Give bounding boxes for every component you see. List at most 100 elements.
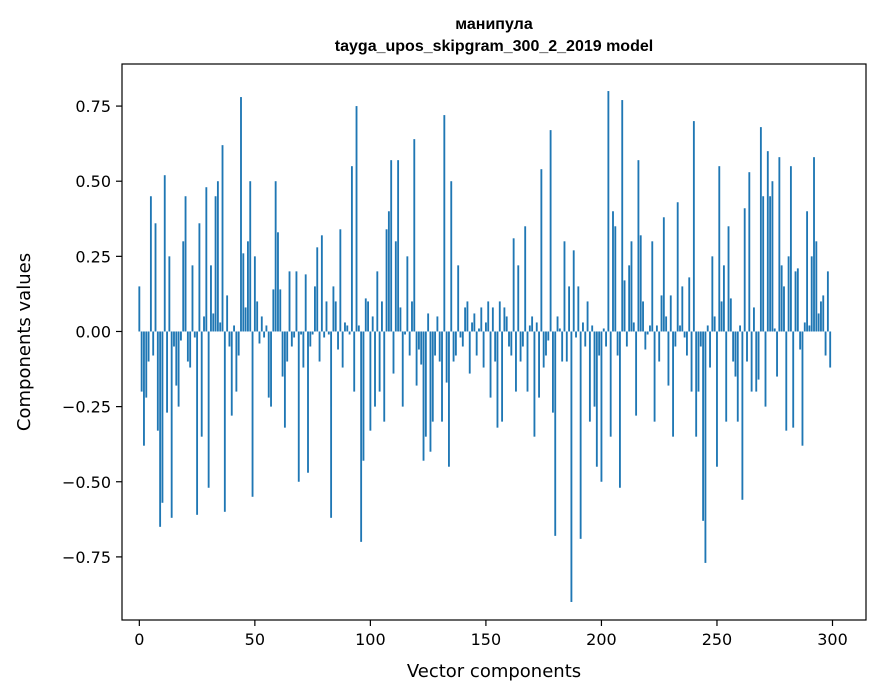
- bar-component-49: [251, 331, 254, 497]
- bar-component-252: [720, 301, 723, 332]
- bar-component-23: [191, 265, 194, 332]
- bar-component-278: [780, 265, 783, 332]
- y-tick-label: 0.00: [75, 322, 111, 341]
- x-tick-label: 250: [702, 630, 733, 649]
- bar-component-251: [718, 166, 721, 332]
- bar-component-72: [304, 274, 307, 332]
- bar-component-161: [510, 331, 513, 356]
- bar-component-31: [210, 265, 212, 332]
- bar-component-164: [517, 265, 520, 332]
- bar-component-137: [454, 331, 457, 356]
- bar-component-155: [496, 331, 499, 428]
- bar-component-221: [649, 325, 651, 332]
- bar-component-222: [651, 241, 654, 332]
- bar-component-76: [314, 286, 316, 332]
- bar-component-54: [263, 331, 266, 338]
- bar-component-242: [697, 331, 700, 392]
- bar-component-277: [778, 157, 781, 332]
- bar-component-190: [577, 286, 580, 332]
- bar-component-215: [635, 331, 638, 416]
- bar-component-65: [288, 271, 291, 332]
- bar-component-203: [607, 91, 610, 332]
- bar-component-52: [258, 331, 261, 344]
- bar-component-227: [662, 217, 665, 332]
- bar-component-63: [283, 331, 286, 428]
- bar-component-45: [242, 253, 245, 332]
- bar-component-120: [415, 331, 418, 386]
- bar-component-101: [371, 316, 374, 332]
- bar-component-259: [736, 331, 739, 422]
- bar-component-130: [438, 331, 441, 362]
- bar-component-230: [669, 295, 672, 332]
- bar-component-224: [655, 325, 658, 332]
- bar-component-105: [381, 301, 383, 332]
- bar-component-219: [644, 331, 647, 350]
- bar-component-48: [249, 181, 252, 332]
- bar-component-281: [787, 256, 790, 332]
- bar-component-27: [200, 331, 203, 437]
- bar-component-11: [163, 175, 166, 332]
- chart-subtitle: tayga_upos_skipgram_300_2_2019 model: [335, 38, 653, 55]
- bar-component-35: [219, 322, 222, 332]
- bar-component-271: [764, 331, 767, 407]
- bar-component-198: [595, 331, 598, 467]
- bar-component-173: [538, 331, 540, 398]
- bar-component-4: [147, 331, 150, 362]
- bar-component-0: [138, 286, 141, 332]
- bar-component-162: [512, 238, 515, 332]
- bar-component-70: [300, 331, 302, 335]
- bar-component-128: [434, 331, 437, 356]
- bar-component-39: [228, 331, 231, 347]
- bar-component-71: [302, 331, 305, 368]
- bar-component-249: [713, 316, 716, 332]
- bar-component-90: [346, 325, 349, 332]
- bar-component-97: [362, 331, 365, 461]
- bar-component-185: [565, 331, 568, 362]
- bar-component-228: [665, 316, 668, 332]
- bar-component-29: [205, 187, 208, 332]
- plot-frame: [121, 63, 867, 621]
- bar-component-75: [311, 331, 314, 335]
- bar-component-275: [773, 328, 776, 332]
- bar-component-62: [281, 331, 284, 377]
- bar-component-225: [658, 331, 661, 362]
- bar-component-269: [759, 127, 762, 332]
- bar-component-9: [159, 331, 162, 527]
- y-tick-label: 0.25: [75, 247, 111, 266]
- bar-component-84: [332, 286, 335, 332]
- bar-component-163: [515, 331, 517, 392]
- bar-component-214: [632, 322, 635, 332]
- bar-component-258: [734, 331, 737, 377]
- bar-component-139: [459, 331, 462, 338]
- bar-component-158: [503, 307, 506, 332]
- bar-component-26: [198, 223, 201, 332]
- bar-component-288: [803, 322, 806, 332]
- bar-component-1: [140, 331, 143, 392]
- bar-component-218: [642, 301, 644, 332]
- bar-component-206: [614, 226, 617, 332]
- bar-component-283: [792, 331, 795, 428]
- bar-component-102: [374, 331, 376, 407]
- bar-component-183: [561, 331, 564, 362]
- bar-component-241: [695, 331, 698, 437]
- bar-component-254: [725, 331, 728, 422]
- bar-component-73: [307, 331, 309, 473]
- bar-component-196: [591, 325, 594, 332]
- bar-component-28: [203, 316, 205, 332]
- bar-component-2: [143, 331, 145, 446]
- bar-component-55: [265, 325, 268, 332]
- bar-component-98: [364, 298, 367, 332]
- bar-component-68: [295, 271, 298, 332]
- x-tick-label: 50: [245, 630, 265, 649]
- bar-component-207: [616, 331, 619, 356]
- x-tick-label: 100: [355, 630, 386, 649]
- bar-component-135: [450, 181, 453, 332]
- bar-component-299: [829, 331, 832, 368]
- bar-component-25: [196, 331, 199, 515]
- bar-component-226: [660, 295, 663, 332]
- bar-component-144: [471, 322, 473, 332]
- bar-component-243: [699, 331, 702, 347]
- bar-component-168: [526, 331, 529, 392]
- bar-component-61: [279, 289, 282, 332]
